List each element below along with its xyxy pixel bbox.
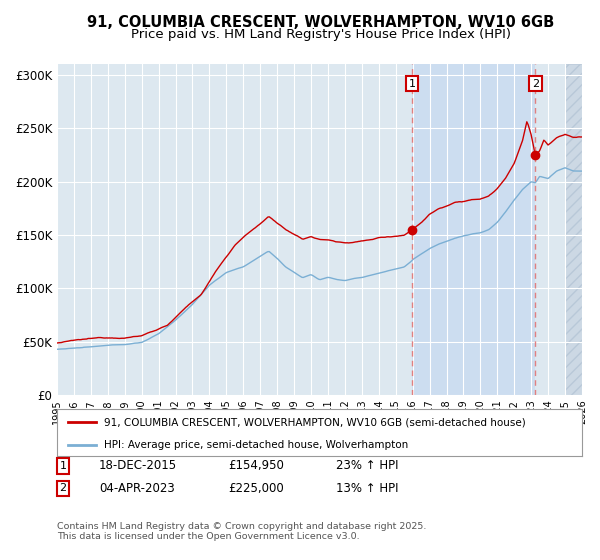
Text: Contains HM Land Registry data © Crown copyright and database right 2025.
This d: Contains HM Land Registry data © Crown c… (57, 522, 427, 542)
Text: 18-DEC-2015: 18-DEC-2015 (99, 459, 177, 473)
Text: £225,000: £225,000 (228, 482, 284, 495)
Text: 2: 2 (532, 78, 539, 88)
Text: Price paid vs. HM Land Registry's House Price Index (HPI): Price paid vs. HM Land Registry's House … (131, 28, 511, 41)
Bar (565, 64, 582, 395)
Text: 91, COLUMBIA CRESCENT, WOLVERHAMPTON, WV10 6GB: 91, COLUMBIA CRESCENT, WOLVERHAMPTON, WV… (88, 15, 554, 30)
Text: 13% ↑ HPI: 13% ↑ HPI (336, 482, 398, 495)
Text: £154,950: £154,950 (228, 459, 284, 473)
Text: 1: 1 (409, 78, 415, 88)
Text: 2: 2 (59, 483, 67, 493)
Text: 91, COLUMBIA CRESCENT, WOLVERHAMPTON, WV10 6GB (semi-detached house): 91, COLUMBIA CRESCENT, WOLVERHAMPTON, WV… (104, 417, 526, 427)
Bar (412, 64, 535, 395)
Text: HPI: Average price, semi-detached house, Wolverhampton: HPI: Average price, semi-detached house,… (104, 440, 409, 450)
Text: 04-APR-2023: 04-APR-2023 (99, 482, 175, 495)
Text: 23% ↑ HPI: 23% ↑ HPI (336, 459, 398, 473)
Text: 1: 1 (59, 461, 67, 471)
